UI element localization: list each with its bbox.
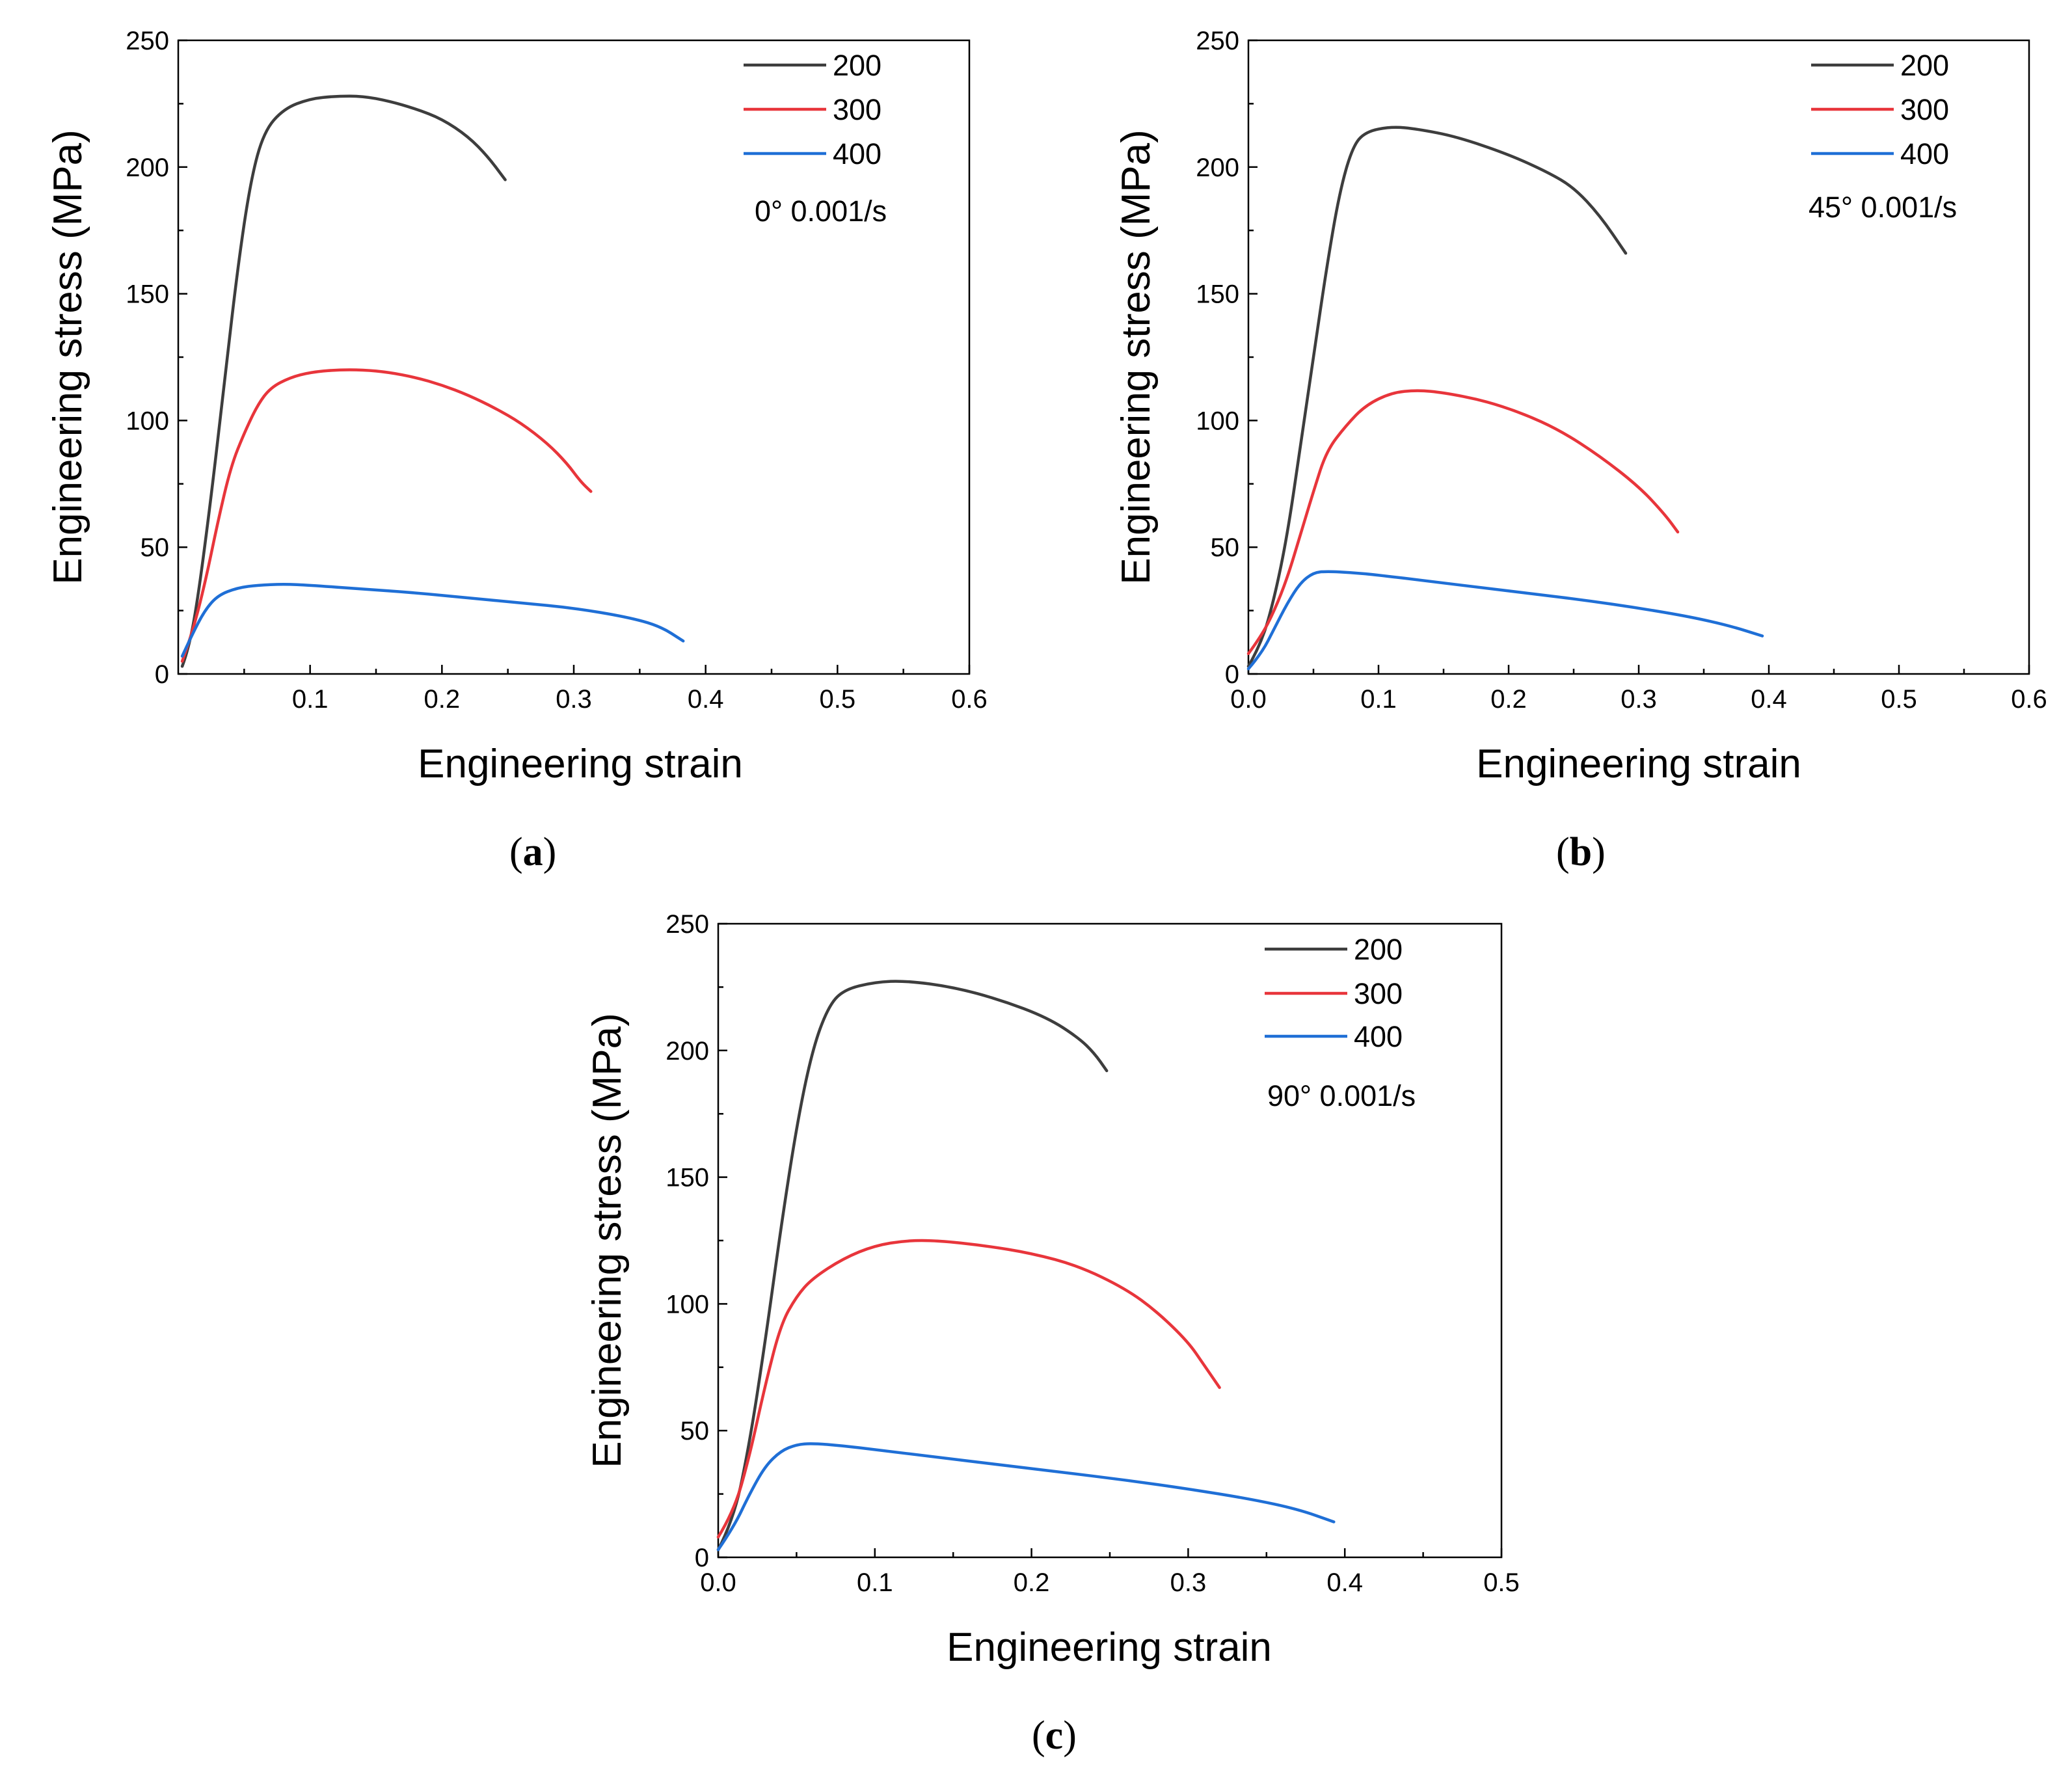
x-axis-label-c: Engineering strain <box>947 1625 1272 1670</box>
axis-ticks-a: 0.1 0.2 0.3 0.4 0.5 0.6 0 50 100 150 200 250 <box>126 27 988 714</box>
series-400-curve-b <box>1246 570 1764 671</box>
y-axis-label-c: Engineering stress (MPa) <box>585 1013 630 1468</box>
plot-frame-a <box>177 39 971 675</box>
x-tick-label-c-3: 0.3 <box>1170 1568 1207 1597</box>
panel-letter-c: c <box>1045 1713 1064 1758</box>
y-tick-label-c-4: 200 <box>666 1037 709 1066</box>
plot-frame-c <box>717 922 1503 1559</box>
y-tick-label-a-2: 100 <box>126 407 169 435</box>
y-tick-label-b-1: 50 <box>1211 533 1240 562</box>
x-tick-label-a-5: 0.6 <box>951 685 988 714</box>
legend-label-300-a: 300 <box>833 93 881 126</box>
chart-panel-c: 0.0 0.1 0.2 0.3 0.4 0.5 0 50 100 150 200 250 Engine… <box>585 910 1520 1758</box>
x-tick-label-c-4: 0.4 <box>1326 1568 1363 1597</box>
legend-c: 200 300 400 <box>1265 933 1403 1053</box>
x-tick-label-a-3: 0.4 <box>688 685 724 714</box>
series-400-curve-c <box>716 1442 1336 1551</box>
y-tick-label-a-4: 200 <box>126 154 169 182</box>
x-tick-label-b-1: 0.1 <box>1360 685 1397 714</box>
series-200-curve-c <box>716 980 1109 1551</box>
x-axis-label-b: Engineering strain <box>1476 742 1801 786</box>
condition-annotation-c: 90° 0.001/s <box>1267 1079 1416 1112</box>
x-tick-label-a-1: 0.2 <box>424 685 461 714</box>
x-axis-label-a: Engineering strain <box>418 742 743 786</box>
series-300-curve-b <box>1246 389 1680 656</box>
y-tick-label-b-0: 0 <box>1225 660 1239 689</box>
series-300-curve-c <box>716 1239 1221 1539</box>
x-tick-label-a-2: 0.3 <box>556 685 592 714</box>
x-tick-label-a-4: 0.5 <box>820 685 856 714</box>
condition-annotation-a: 0° 0.001/s <box>755 195 887 228</box>
y-axis-label-a: Engineering stress (MPa) <box>46 129 90 585</box>
y-tick-label-c-3: 150 <box>666 1164 709 1192</box>
condition-annotation-b: 45° 0.001/s <box>1809 191 1957 224</box>
series-200-curve-b <box>1246 126 1628 668</box>
y-tick-label-b-3: 150 <box>1196 280 1239 309</box>
x-tick-label-b-3: 0.3 <box>1621 685 1657 714</box>
curves-b <box>1246 126 1764 671</box>
x-tick-label-b-6: 0.6 <box>2011 685 2047 714</box>
legend-a: 200 300 400 <box>744 49 881 170</box>
x-tick-label-c-0: 0.0 <box>700 1568 736 1597</box>
chart-panel-a: 0.1 0.2 0.3 0.4 0.5 0.6 0 50 100 150 200 250 Engine… <box>46 27 988 874</box>
y-tick-label-a-0: 0 <box>155 660 169 689</box>
legend-label-200-a: 200 <box>833 49 881 82</box>
y-tick-label-a-5: 250 <box>126 27 169 55</box>
series-400-curve-a <box>180 582 685 658</box>
series-300-curve-a <box>180 368 593 663</box>
curves-a <box>180 94 685 668</box>
legend-label-300-c: 300 <box>1354 977 1403 1010</box>
panel-label-a: (a) <box>509 830 556 874</box>
y-tick-label-b-4: 200 <box>1196 154 1239 182</box>
y-tick-label-c-1: 50 <box>680 1417 710 1445</box>
y-tick-label-b-2: 100 <box>1196 407 1239 435</box>
y-tick-label-c-2: 100 <box>666 1290 709 1319</box>
legend-b: 200 300 400 <box>1811 49 1949 170</box>
x-tick-label-b-5: 0.5 <box>1881 685 1917 714</box>
y-tick-label-a-3: 150 <box>126 280 169 309</box>
legend-label-400-c: 400 <box>1354 1020 1403 1053</box>
x-tick-label-b-2: 0.2 <box>1490 685 1527 714</box>
x-tick-label-c-1: 0.1 <box>857 1568 893 1597</box>
panel-label-b: (b) <box>1556 830 1606 874</box>
x-tick-label-c-5: 0.5 <box>1483 1568 1520 1597</box>
y-tick-label-b-5: 250 <box>1196 27 1239 55</box>
panel-label-c: (c) <box>1032 1713 1077 1758</box>
legend-label-400-b: 400 <box>1900 137 1949 170</box>
y-tick-label-c-0: 0 <box>695 1544 709 1572</box>
y-axis-label-b: Engineering stress (MPa) <box>1114 129 1159 585</box>
legend-label-200-c: 200 <box>1354 933 1403 966</box>
legend-label-400-a: 400 <box>833 137 881 170</box>
x-tick-label-a-0: 0.1 <box>292 685 329 714</box>
chart-panel-b: 0.0 0.1 0.2 0.3 0.4 0.5 0.6 0 50 100 150 200 250 Eng… <box>1114 27 2047 874</box>
x-tick-label-b-4: 0.4 <box>1751 685 1787 714</box>
legend-label-200-b: 200 <box>1900 49 1949 82</box>
series-200-curve-a <box>180 94 507 668</box>
curves-c <box>716 980 1336 1551</box>
x-tick-label-c-2: 0.2 <box>1014 1568 1050 1597</box>
panel-letter-b: b <box>1570 830 1592 874</box>
axis-ticks-c: 0.0 0.1 0.2 0.3 0.4 0.5 0 50 100 150 200 250 <box>666 910 1520 1597</box>
x-tick-label-b-0: 0.0 <box>1230 685 1267 714</box>
axis-ticks-b: 0.0 0.1 0.2 0.3 0.4 0.5 0.6 0 50 100 150 200 250 <box>1196 27 2047 714</box>
y-tick-label-a-1: 50 <box>141 533 170 562</box>
panel-letter-a: a <box>523 830 543 874</box>
legend-label-300-b: 300 <box>1900 93 1949 126</box>
y-tick-label-c-5: 250 <box>666 910 709 939</box>
